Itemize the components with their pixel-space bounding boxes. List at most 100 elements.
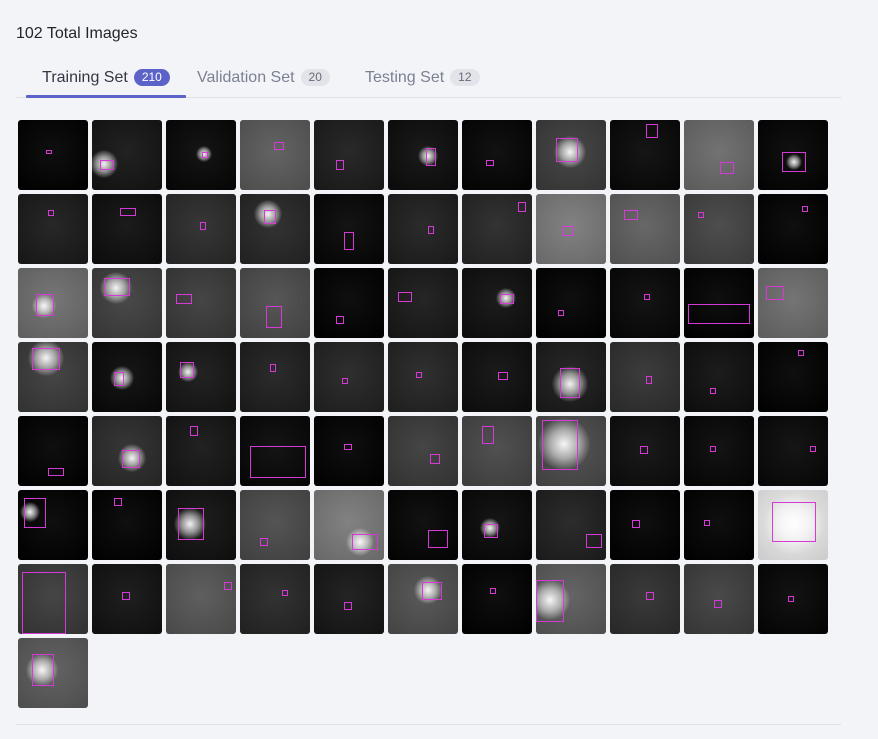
image-thumbnail[interactable] [314, 490, 384, 560]
image-thumbnail[interactable] [684, 490, 754, 560]
image-thumbnail[interactable] [388, 416, 458, 486]
light-source-highlight [536, 580, 570, 620]
image-thumbnail[interactable] [240, 194, 310, 264]
image-thumbnail[interactable] [92, 268, 162, 338]
image-thumbnail[interactable] [536, 268, 606, 338]
image-thumbnail[interactable] [388, 342, 458, 412]
image-thumbnail[interactable] [758, 564, 828, 634]
image-thumbnail[interactable] [240, 416, 310, 486]
image-thumbnail[interactable] [240, 564, 310, 634]
image-thumbnail[interactable] [536, 564, 606, 634]
image-thumbnail[interactable] [758, 490, 828, 560]
image-thumbnail[interactable] [462, 342, 532, 412]
image-thumbnail[interactable] [684, 416, 754, 486]
total-images-label: 102 Total Images [16, 25, 138, 42]
annotation-bounding-box [766, 286, 784, 300]
image-thumbnail[interactable] [684, 564, 754, 634]
image-thumbnail[interactable] [684, 194, 754, 264]
image-thumbnail[interactable] [684, 120, 754, 190]
image-thumbnail[interactable] [18, 120, 88, 190]
image-thumbnail[interactable] [314, 268, 384, 338]
annotation-bounding-box [176, 294, 192, 304]
image-thumbnail[interactable] [536, 416, 606, 486]
image-thumbnail[interactable] [684, 268, 754, 338]
image-thumbnail[interactable] [240, 342, 310, 412]
image-thumbnail[interactable] [758, 416, 828, 486]
image-thumbnail[interactable] [166, 194, 236, 264]
image-thumbnail[interactable] [92, 120, 162, 190]
annotation-bounding-box [202, 152, 208, 158]
image-thumbnail[interactable] [18, 268, 88, 338]
image-thumbnail[interactable] [388, 490, 458, 560]
annotation-bounding-box [24, 498, 46, 528]
image-thumbnail[interactable] [240, 268, 310, 338]
image-thumbnail[interactable] [536, 490, 606, 560]
image-thumbnail[interactable] [388, 120, 458, 190]
tab-testing-set-label: Testing Set [365, 68, 445, 86]
annotation-bounding-box [430, 454, 440, 464]
image-thumbnail[interactable] [610, 120, 680, 190]
image-thumbnail[interactable] [462, 268, 532, 338]
tab-validation-set[interactable]: Validation Set 20 [197, 58, 330, 97]
image-thumbnail[interactable] [388, 564, 458, 634]
image-thumbnail[interactable] [18, 490, 88, 560]
tab-training-set[interactable]: Training Set 210 [26, 58, 186, 98]
annotation-bounding-box [22, 572, 66, 634]
annotation-bounding-box [640, 446, 648, 454]
image-thumbnail[interactable] [462, 490, 532, 560]
image-thumbnail[interactable] [610, 564, 680, 634]
image-thumbnail[interactable] [388, 268, 458, 338]
light-source-highlight [20, 502, 40, 522]
image-thumbnail[interactable] [462, 120, 532, 190]
image-thumbnail[interactable] [684, 342, 754, 412]
image-thumbnail[interactable] [92, 342, 162, 412]
image-thumbnail[interactable] [166, 120, 236, 190]
annotation-bounding-box [344, 602, 352, 610]
annotation-bounding-box [46, 150, 52, 154]
image-thumbnail[interactable] [314, 564, 384, 634]
image-thumbnail[interactable] [462, 564, 532, 634]
annotation-bounding-box [688, 304, 750, 324]
image-thumbnail[interactable] [610, 342, 680, 412]
image-thumbnail[interactable] [758, 342, 828, 412]
image-thumbnail[interactable] [610, 194, 680, 264]
image-thumbnail[interactable] [610, 490, 680, 560]
image-thumbnail[interactable] [388, 194, 458, 264]
tab-testing-set[interactable]: Testing Set 12 [365, 58, 480, 97]
image-thumbnail[interactable] [92, 564, 162, 634]
image-thumbnail[interactable] [92, 416, 162, 486]
annotation-bounding-box [772, 502, 816, 542]
image-thumbnail[interactable] [240, 490, 310, 560]
image-thumbnail[interactable] [758, 120, 828, 190]
image-thumbnail[interactable] [166, 490, 236, 560]
image-thumbnail[interactable] [166, 564, 236, 634]
image-thumbnail[interactable] [536, 342, 606, 412]
image-thumbnail[interactable] [314, 194, 384, 264]
image-thumbnail[interactable] [610, 268, 680, 338]
image-thumbnail[interactable] [536, 194, 606, 264]
annotation-bounding-box [536, 580, 564, 622]
annotation-bounding-box [122, 592, 130, 600]
image-thumbnail[interactable] [166, 416, 236, 486]
annotation-bounding-box [484, 524, 498, 538]
image-thumbnail[interactable] [18, 342, 88, 412]
image-thumbnail[interactable] [462, 416, 532, 486]
annotation-bounding-box [426, 148, 436, 166]
image-thumbnail[interactable] [610, 416, 680, 486]
image-thumbnail[interactable] [758, 194, 828, 264]
image-thumbnail[interactable] [536, 120, 606, 190]
image-thumbnail[interactable] [18, 416, 88, 486]
image-thumbnail[interactable] [758, 268, 828, 338]
image-thumbnail[interactable] [18, 638, 88, 708]
image-thumbnail[interactable] [462, 194, 532, 264]
image-thumbnail[interactable] [314, 416, 384, 486]
image-thumbnail[interactable] [240, 120, 310, 190]
image-thumbnail[interactable] [18, 194, 88, 264]
image-thumbnail[interactable] [166, 268, 236, 338]
image-thumbnail[interactable] [314, 120, 384, 190]
image-thumbnail[interactable] [92, 194, 162, 264]
image-thumbnail[interactable] [314, 342, 384, 412]
image-thumbnail[interactable] [166, 342, 236, 412]
image-thumbnail[interactable] [92, 490, 162, 560]
image-thumbnail[interactable] [18, 564, 88, 634]
